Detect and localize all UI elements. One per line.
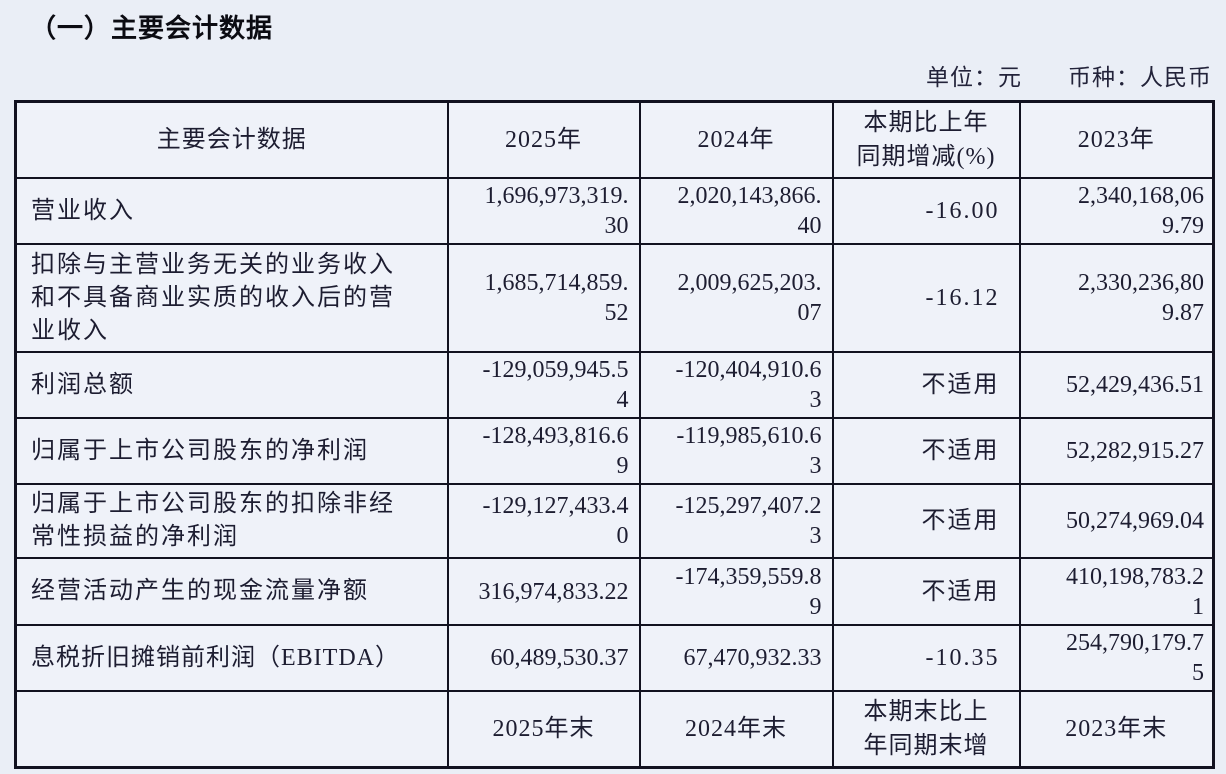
- cell-2023: 410,198,783.21: [1018, 557, 1215, 626]
- cell-2025: 1,685,714,859.52: [446, 243, 641, 353]
- unit-note: 单位：元: [926, 65, 1022, 90]
- table-row-total-profit: 利润总额 -129,059,945.54 -120,404,910.63 不适用…: [14, 351, 1215, 419]
- table-row-adjusted-revenue: 扣除与主营业务无关的业务收入和不具备商业实质的收入后的营业收入 1,685,71…: [14, 243, 1215, 353]
- currency-note: 币种：人民币: [1068, 65, 1212, 90]
- col-header-change: 本期比上年 同期增减(%): [831, 100, 1021, 179]
- accounting-data-table: 主要会计数据 2025年 2024年 本期比上年 同期增减(%) 2023年 营…: [14, 100, 1215, 769]
- cell-2023: 52,429,436.51: [1018, 351, 1215, 419]
- cell-change: -10.35: [831, 624, 1021, 692]
- row-label: 息税折旧摊销前利润（EBITDA）: [14, 624, 449, 692]
- cell-2025: 1,696,973,319.30: [446, 177, 641, 245]
- unit-currency-line: 单位：元 币种：人民币: [926, 58, 1212, 92]
- cell-2023: 254,790,179.75: [1018, 624, 1215, 692]
- footer-header-2024-end: 2024年末: [638, 690, 834, 769]
- cell-2024: -119,985,610.63: [638, 417, 834, 485]
- cell-2023: 52,282,915.27: [1018, 417, 1215, 485]
- cell-2025: -129,059,945.54: [446, 351, 641, 419]
- row-label: 经营活动产生的现金流量净额: [14, 557, 449, 626]
- cell-2025: 316,974,833.22: [446, 557, 641, 626]
- footer-header-2023-end: 2023年末: [1018, 690, 1215, 769]
- cell-change: -16.00: [831, 177, 1021, 245]
- row-label: 利润总额: [14, 351, 449, 419]
- table-row-ebitda: 息税折旧摊销前利润（EBITDA） 60,489,530.37 67,470,9…: [14, 624, 1215, 692]
- table-row-net-profit: 归属于上市公司股东的净利润 -128,493,816.69 -119,985,6…: [14, 417, 1215, 485]
- cell-change: 不适用: [831, 351, 1021, 419]
- cell-change: 不适用: [831, 417, 1021, 485]
- cell-2024: 2,009,625,203.07: [638, 243, 834, 353]
- cell-change: -16.12: [831, 243, 1021, 353]
- cell-2025: -128,493,816.69: [446, 417, 641, 485]
- footer-empty-cell: [14, 690, 449, 769]
- cell-2023: 2,340,168,069.79: [1018, 177, 1215, 245]
- cell-2023: 50,274,969.04: [1018, 483, 1215, 559]
- cell-2023: 2,330,236,809.87: [1018, 243, 1215, 353]
- footer-header-row: 2025年末 2024年末 本期末比上 年同期末增 2023年末: [14, 690, 1215, 769]
- cell-2024: 2,020,143,866.40: [638, 177, 834, 245]
- cell-2024: -174,359,559.89: [638, 557, 834, 626]
- footer-header-change-end: 本期末比上 年同期末增: [831, 690, 1021, 769]
- col-header-metric: 主要会计数据: [14, 100, 449, 179]
- row-label: 营业收入: [14, 177, 449, 245]
- col-header-2024: 2024年: [638, 100, 834, 179]
- cell-2025: 60,489,530.37: [446, 624, 641, 692]
- col-header-2023: 2023年: [1018, 100, 1215, 179]
- col-header-2025: 2025年: [446, 100, 641, 179]
- section-title: （一）主要会计数据: [30, 13, 274, 43]
- footer-header-2025-end: 2025年末: [446, 690, 641, 769]
- cell-2024: -120,404,910.63: [638, 351, 834, 419]
- row-label: 归属于上市公司股东的净利润: [14, 417, 449, 485]
- cell-change: 不适用: [831, 557, 1021, 626]
- cell-2024: -125,297,407.23: [638, 483, 834, 559]
- table-row-net-profit-excl-nonrecurring: 归属于上市公司股东的扣除非经常性损益的净利润 -129,127,433.40 -…: [14, 483, 1215, 559]
- table-row-operating-cash-flow: 经营活动产生的现金流量净额 316,974,833.22 -174,359,55…: [14, 557, 1215, 626]
- header-row: 主要会计数据 2025年 2024年 本期比上年 同期增减(%) 2023年: [14, 100, 1215, 179]
- cell-change: 不适用: [831, 483, 1021, 559]
- row-label: 扣除与主营业务无关的业务收入和不具备商业实质的收入后的营业收入: [14, 243, 449, 353]
- cell-2024: 67,470,932.33: [638, 624, 834, 692]
- row-label: 归属于上市公司股东的扣除非经常性损益的净利润: [14, 483, 449, 559]
- cell-2025: -129,127,433.40: [446, 483, 641, 559]
- table-row-revenue: 营业收入 1,696,973,319.30 2,020,143,866.40 -…: [14, 177, 1215, 245]
